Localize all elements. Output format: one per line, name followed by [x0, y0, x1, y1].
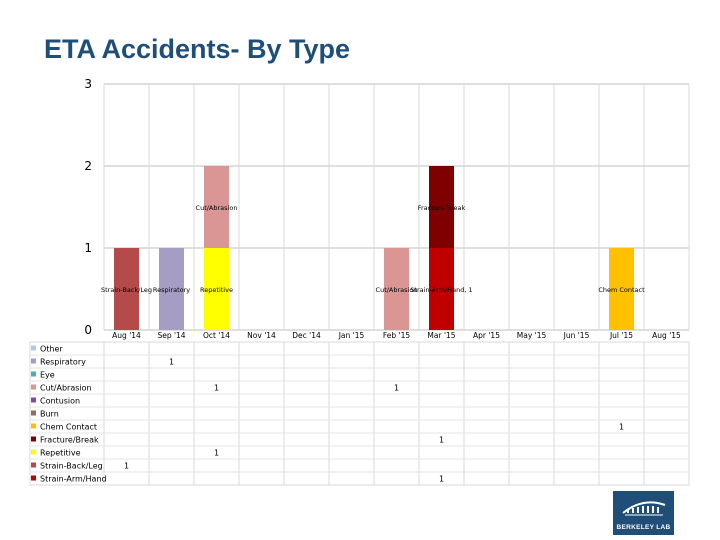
- bar-label-oct-14-repetitive: Repetitive: [200, 286, 233, 294]
- slide-title: ETA Accidents- By Type: [44, 34, 351, 64]
- legend-swatch-other: [31, 345, 36, 351]
- x-axis: Aug '14 Sep '14 Oct '14 Nov '14 Dec '14 Jan '…: [112, 331, 681, 340]
- legend-label-repetitive: Repetitive: [40, 449, 81, 458]
- legend-swatch-strain-back-leg: [31, 462, 36, 468]
- bar-label-aug-14-strain-back-leg: Strain-Back/Leg: [101, 286, 152, 294]
- bar-label-jul-15-chem-contact: Chem Contact: [598, 286, 645, 294]
- bar-sep-14-respiratory: [159, 248, 184, 330]
- legend-swatch-cut-abrasion: [31, 384, 36, 390]
- legend-label-strain-arm-hand: Strain-Arm/Hand: [40, 475, 107, 484]
- legend-label-strain-back-leg: Strain-Back/Leg: [40, 462, 103, 471]
- legend-label-eye: Eye: [40, 371, 55, 380]
- x-tick-label-aug-14: Aug '14: [112, 331, 141, 340]
- x-tick-label-feb-15: Feb '15: [383, 331, 410, 340]
- legend-swatch-chem-contact: [31, 423, 36, 429]
- legend-label-chem-contact: Chem Contact: [40, 423, 97, 432]
- bar-label-mar-15-fracture-break: Fracture/Break: [418, 204, 466, 212]
- table-cell-strain-back-leg-aug-14: 1: [124, 462, 129, 471]
- logo-text: BERKELEY LAB: [616, 524, 671, 531]
- x-tick-label-apr-15: Apr '15: [473, 331, 500, 340]
- lab-building-icon: [622, 501, 666, 516]
- bar-label-oct-14-cut-abrasion: Cut/Abrasion: [196, 204, 238, 212]
- legend-swatch-repetitive: [31, 449, 36, 455]
- x-tick-label-nov-14: Nov '14: [247, 331, 276, 340]
- bar-mar-15-strain-arm-hand: [429, 248, 454, 330]
- bar-label-mar-15-strain-arm-hand: Strain-Arm/Hand, 1: [410, 286, 472, 294]
- legend-swatch-strain-arm-hand: [31, 475, 36, 481]
- bar-oct-14-cut-abrasion: [204, 166, 229, 248]
- legend-label-contusion: Contusion: [40, 397, 80, 406]
- legend-label-respiratory: Respiratory: [40, 358, 86, 367]
- legend-swatch-burn: [31, 410, 36, 416]
- x-tick-label-oct-14: Oct '14: [203, 331, 230, 340]
- x-tick-label-may-15: May '15: [517, 331, 547, 340]
- table-cell-cut-abrasion-oct-14: 1: [214, 384, 219, 393]
- legend-label-other: Other: [40, 345, 63, 354]
- bar-jul-15-chem-contact: [609, 248, 634, 330]
- x-tick-label-mar-15: Mar '15: [427, 331, 455, 340]
- bar-label-layer: Strain-Back/Leg Respiratory Repetitive Cut/…: [101, 204, 645, 294]
- legend-swatch-respiratory: [31, 358, 36, 364]
- table-cell-cut-abrasion-feb-15: 1: [394, 384, 399, 393]
- legend-label-cut-abrasion: Cut/Abrasion: [40, 384, 92, 393]
- bar-label-sep-14-respiratory: Respiratory: [153, 286, 190, 294]
- x-tick-label-sep-14: Sep '14: [157, 331, 185, 340]
- table-cell-repetitive-oct-14: 1: [214, 449, 219, 458]
- table-cell-chem-contact-jul-15: 1: [619, 423, 624, 432]
- table-cell-respiratory-sep-14: 1: [169, 358, 174, 367]
- bar-label-feb-15-cut-abrasion: Cut/Abrasion: [376, 286, 418, 294]
- x-tick-label-jul-15: Jul '15: [609, 331, 633, 340]
- x-tick-label-dec-14: Dec '14: [292, 331, 321, 340]
- y-tick-label-3: 3: [84, 77, 92, 91]
- bar-oct-14-repetitive: [204, 248, 229, 330]
- y-tick-label-2: 2: [84, 159, 92, 173]
- legend-swatch-contusion: [31, 397, 36, 403]
- x-tick-label-jan-15: Jan '15: [338, 331, 365, 340]
- x-tick-label-aug-15: Aug '15: [652, 331, 681, 340]
- bar-mar-15-fracture-break: [429, 166, 454, 248]
- table-cell-strain-arm-hand-mar-15: 1: [439, 475, 444, 484]
- x-tick-label-jun-15: Jun '15: [563, 331, 590, 340]
- legend-swatch-fracture-break: [31, 436, 36, 442]
- table-cell-fracture-break-mar-15: 1: [439, 436, 444, 445]
- y-axis: 0 1 2 3: [84, 77, 92, 337]
- legend-label-burn: Burn: [40, 410, 59, 419]
- legend-label-fracture-break: Fracture/Break: [40, 436, 99, 445]
- y-tick-label-0: 0: [84, 323, 92, 337]
- data-table: Other Respiratory 1 Eye Cut/Abrasion 1 1 Contus…: [29, 341, 690, 486]
- legend-swatch-eye: [31, 371, 36, 377]
- y-tick-label-1: 1: [84, 241, 92, 255]
- berkeley-lab-logo: BERKELEY LAB: [613, 491, 674, 535]
- bar-feb-15-cut-abrasion: [384, 248, 409, 330]
- bar-layer: [114, 166, 634, 330]
- bar-aug-14-strain-back-leg: [114, 248, 139, 330]
